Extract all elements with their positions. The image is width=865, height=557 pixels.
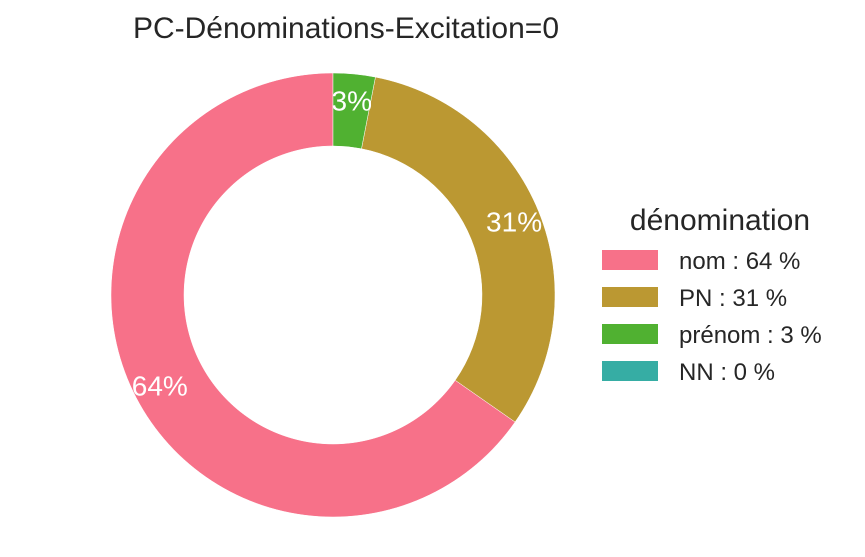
slice-label-pn: 31%: [486, 207, 542, 238]
slice-prenom: [332, 72, 376, 150]
donut-slices: [110, 72, 556, 518]
slice-label-nom: 64%: [132, 370, 188, 401]
legend-swatch-nn: [602, 361, 658, 381]
slice-nom: [110, 72, 516, 518]
legend-label-pn: PN : 31 %: [679, 285, 787, 312]
legend-title: dénomination: [630, 204, 810, 237]
slice-label-prenom: 3%: [332, 86, 372, 117]
chart-title: PC-Dénominations-Excitation=0: [133, 12, 559, 45]
slice-pn: [361, 76, 556, 423]
legend-swatch-pn: [602, 287, 658, 307]
legend-label-nn: NN : 0 %: [679, 359, 775, 386]
legend-swatch-prenom: [602, 324, 658, 344]
legend-swatch-nom: [602, 250, 658, 270]
legend-label-nom: nom : 64 %: [679, 248, 800, 275]
legend-entries: nom : 64 % PN : 31 % prénom : 3 % NN : 0 %: [602, 248, 822, 386]
legend: dénomination nom : 64 % PN : 31 % prénom :…: [602, 204, 822, 386]
legend-label-prenom: prénom : 3 %: [679, 322, 822, 349]
slice-labels: 64% 31% 3%: [132, 86, 542, 402]
